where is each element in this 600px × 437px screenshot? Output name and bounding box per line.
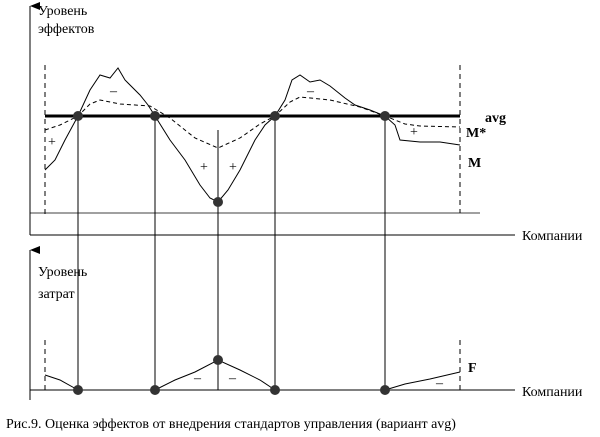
curve-label: F (468, 361, 477, 376)
f-curve (44, 374, 79, 391)
sign: + (410, 125, 418, 140)
curve-label: avg (485, 111, 506, 126)
points (73, 355, 390, 395)
y-label: эффектов (38, 22, 95, 37)
y-label: затрат (38, 287, 75, 302)
sign: + (48, 135, 56, 150)
m-curve (44, 67, 461, 203)
y-label: Уровень (38, 4, 87, 19)
curve-label: M* (466, 126, 486, 141)
caption: Рис.9. Оценка эффектов от внедрения стан… (6, 417, 456, 432)
sign: – (435, 376, 444, 391)
sign: – (306, 84, 315, 99)
points (73, 111, 390, 207)
verticals (77, 116, 386, 390)
curve-label: M (468, 156, 481, 171)
x-label: Компании (522, 385, 583, 400)
sign: – (228, 371, 237, 386)
x-label: Компании (522, 229, 583, 244)
sign: – (109, 84, 118, 99)
sign: + (229, 160, 237, 175)
y-label: Уровень (38, 265, 87, 280)
m-star-curve (44, 96, 461, 149)
sign: + (200, 160, 208, 175)
sign: – (193, 371, 202, 386)
f-curve (154, 359, 276, 391)
f-curve (384, 371, 461, 391)
